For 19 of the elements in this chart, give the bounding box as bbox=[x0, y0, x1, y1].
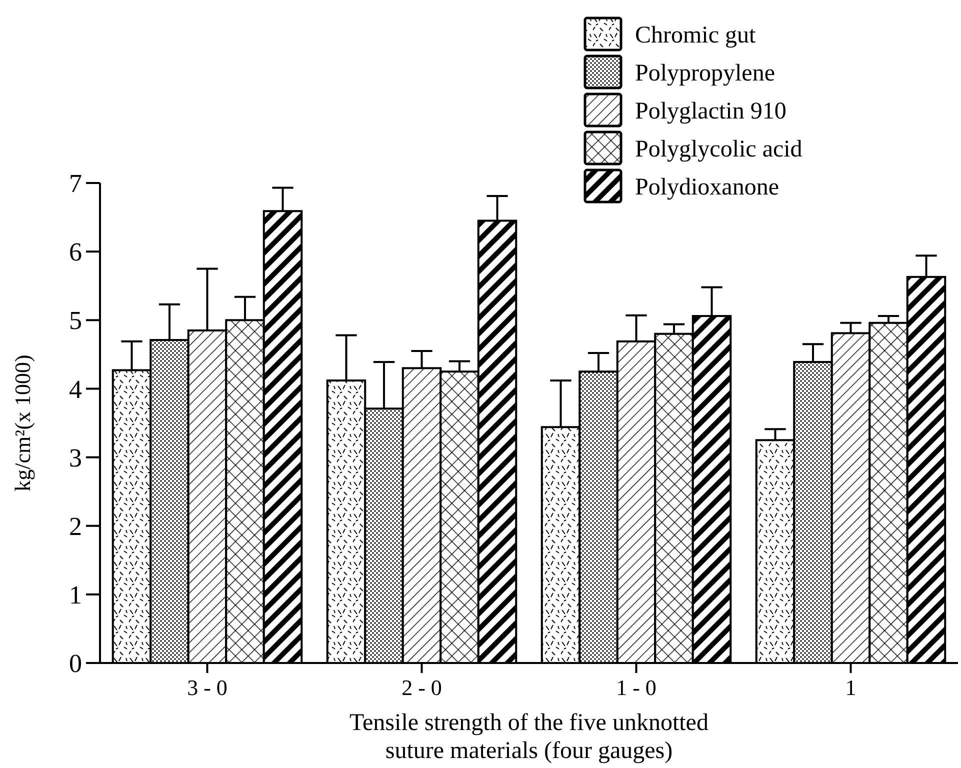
y-axis-title: kg/cm²(x 1000) bbox=[10, 354, 35, 492]
x-tick-label: 1 - 0 bbox=[616, 675, 656, 700]
legend-label: Polydioxanone bbox=[635, 174, 779, 200]
y-tick-label: 3 bbox=[69, 443, 82, 472]
legend-label: Polypropylene bbox=[635, 60, 775, 86]
y-tick-label: 1 bbox=[69, 580, 82, 610]
legend-label: Polyglactin 910 bbox=[635, 98, 786, 124]
x-tick-label: 1 bbox=[845, 675, 856, 700]
x-tick-label: 3 - 0 bbox=[187, 675, 228, 700]
y-tick-label: 6 bbox=[69, 238, 82, 267]
y-tick-label: 0 bbox=[69, 649, 82, 678]
legend-label: Chromic gut bbox=[635, 22, 756, 48]
y-tick-label: 4 bbox=[69, 374, 82, 404]
y-tick-label: 2 bbox=[69, 512, 82, 541]
y-tick-label: 5 bbox=[69, 306, 82, 336]
x-tick-label: 2 - 0 bbox=[402, 675, 442, 700]
legend-label: Polyglycolic acid bbox=[635, 136, 802, 162]
x-axis-title: Tensile strength of the five unknotted suture materials (four gauges) bbox=[350, 710, 708, 764]
y-tick-label: 7 bbox=[69, 169, 82, 198]
